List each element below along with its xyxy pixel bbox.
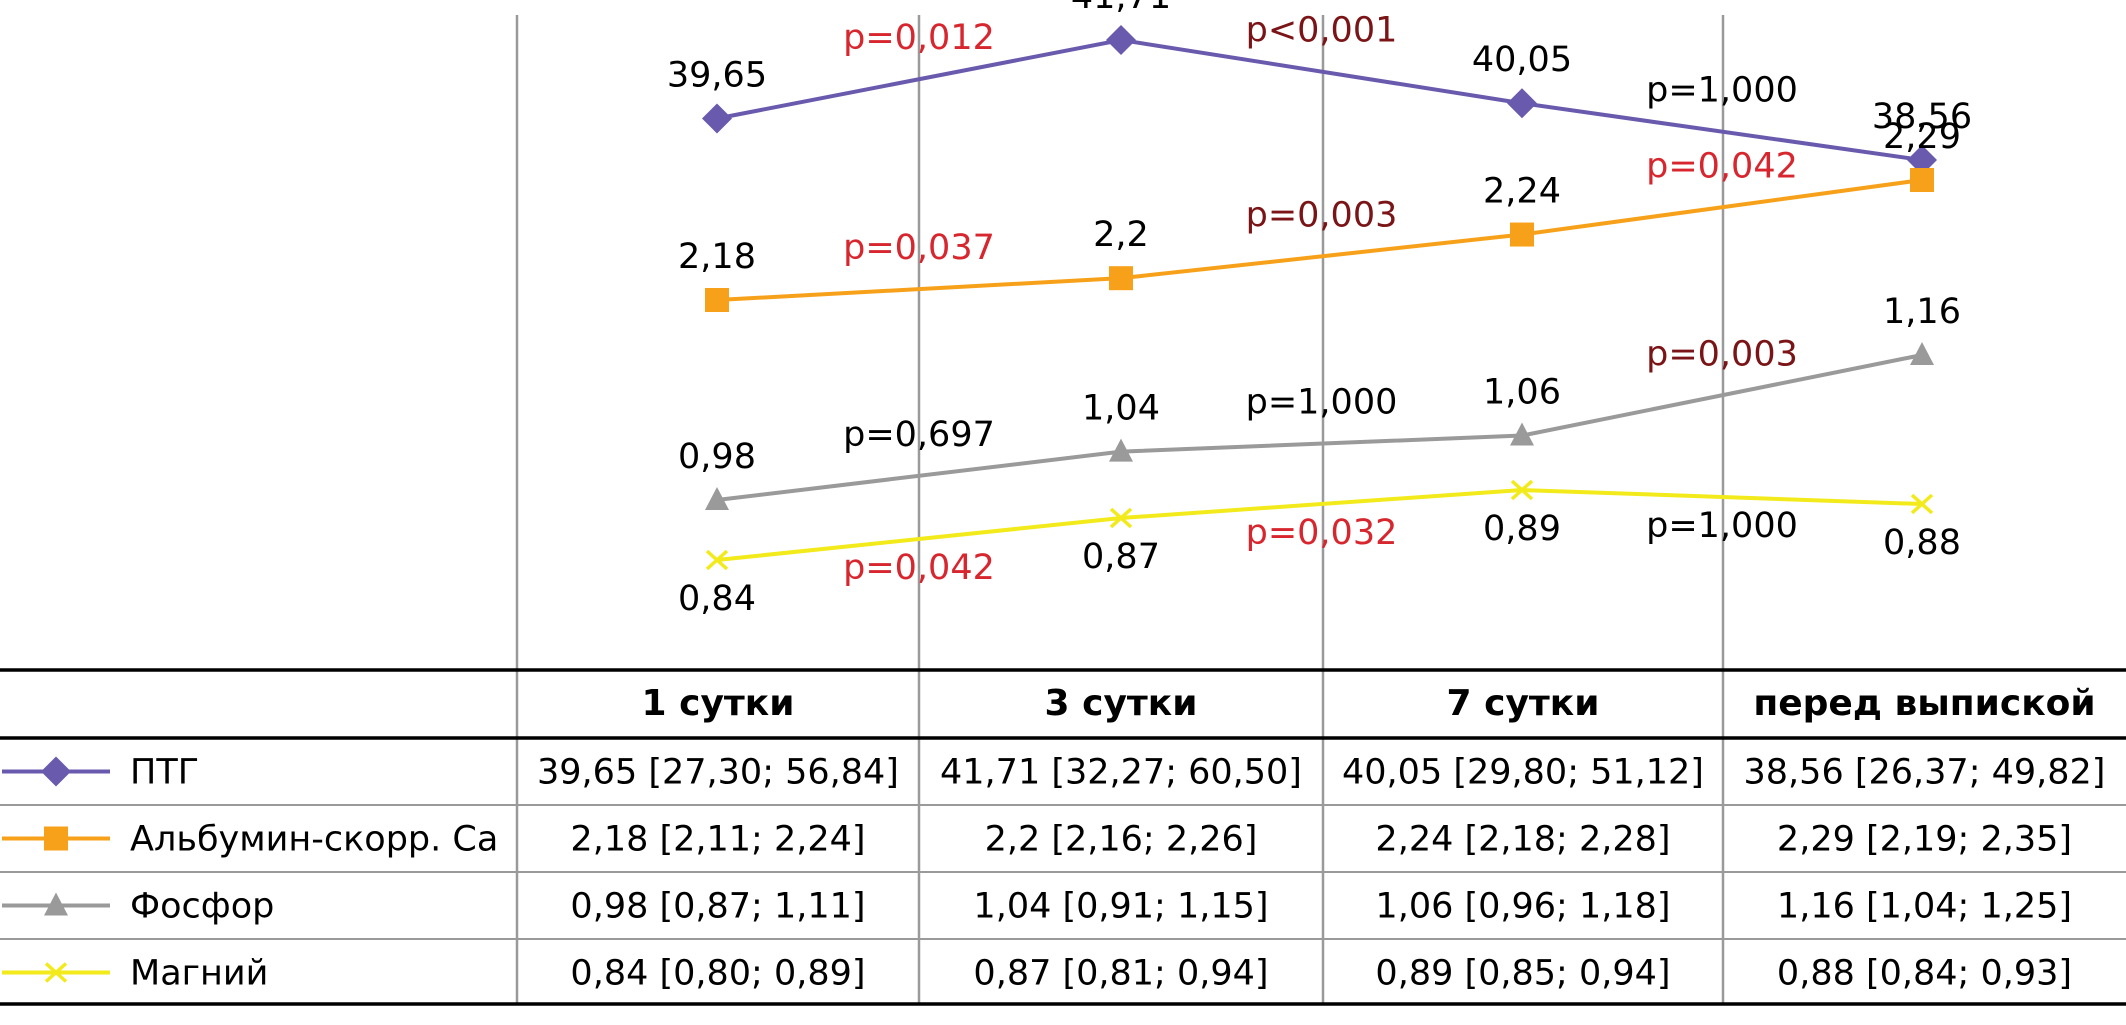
data-table: 1 сутки 3 сутки 7 сутки перед выпиской ПТГ 39… xyxy=(0,668,2126,1006)
point xyxy=(1109,507,1133,529)
table-cell: 2,18 [2,11; 2,24] xyxy=(570,820,865,860)
p-value-label: p=1,000 xyxy=(1646,71,1798,111)
data-label: 2,24 xyxy=(1483,172,1561,212)
table-cell: 0,88 [0,84; 0,93] xyxy=(1777,954,2072,994)
table-cell: 2,29 [2,19; 2,35] xyxy=(1777,820,2072,860)
table-cell: 38,56 [26,37; 49,82] xyxy=(1744,753,2106,793)
tick-label: 1 сутки xyxy=(642,683,795,724)
data-label: 0,88 xyxy=(1883,523,1961,563)
series-line xyxy=(716,178,1923,302)
point xyxy=(44,892,68,916)
data-label: 2,18 xyxy=(678,237,756,277)
point xyxy=(1109,266,1133,291)
point xyxy=(1910,168,1934,192)
tick-label: перед выпиской xyxy=(1753,683,2095,724)
table-cell: 1,06 [0,96; 1,18] xyxy=(1375,887,1670,927)
legend-entry: ПТГ xyxy=(130,753,199,793)
table-cell: 0,98 [0,87; 1,11] xyxy=(570,887,865,927)
point xyxy=(44,962,68,983)
point xyxy=(705,487,729,510)
series-line xyxy=(716,353,1923,502)
labels-layer: 39,65 41,71 40,05 38,56 p=0,012 p<0,001 p=1,00… xyxy=(667,0,1972,619)
point xyxy=(1510,479,1534,501)
table-cell: 0,89 [0,85; 0,94] xyxy=(1375,954,1670,994)
table-cell: 1,04 [0,91; 1,15] xyxy=(973,887,1268,927)
legend-entry: Фосфор xyxy=(130,887,274,927)
table-cell: 41,71 [32,27; 60,50] xyxy=(940,753,1302,793)
p-value-label: p=0,042 xyxy=(843,548,995,588)
tick-label: 7 сутки xyxy=(1447,683,1600,724)
point xyxy=(1507,88,1537,119)
table-cell: 0,84 [0,80; 0,89] xyxy=(570,954,865,994)
data-label: 1,04 xyxy=(1082,389,1160,429)
point xyxy=(702,103,732,134)
legend-entry: Магний xyxy=(130,954,268,994)
point-stroke xyxy=(1910,493,1934,515)
p-value-label: p=0,697 xyxy=(843,415,995,455)
p-value-label: p=0,003 xyxy=(1646,334,1798,374)
legend-entry: Альбумин-скорр. Са xyxy=(130,820,498,860)
point-stroke xyxy=(1109,507,1133,529)
series-line xyxy=(716,37,1923,162)
point-stroke xyxy=(1510,479,1534,501)
series-layer xyxy=(702,25,1937,571)
point-stroke xyxy=(705,549,729,571)
data-label: 2,29 xyxy=(1883,117,1961,157)
point-stroke xyxy=(44,962,68,983)
point xyxy=(1910,342,1934,365)
table-cell: 39,65 [27,30; 56,84] xyxy=(537,753,899,793)
p-value-label: p=0,042 xyxy=(1646,146,1798,186)
data-label: 2,2 xyxy=(1093,215,1149,255)
data-label: 41,71 xyxy=(1071,0,1171,17)
p-value-label: p=0,012 xyxy=(843,18,995,58)
data-label: 1,16 xyxy=(1883,292,1961,332)
series-line xyxy=(716,487,1923,562)
grid-lines xyxy=(515,15,1725,1005)
data-label: 0,87 xyxy=(1082,537,1160,577)
point xyxy=(1510,422,1534,446)
point xyxy=(44,826,68,851)
point xyxy=(705,549,729,571)
point xyxy=(1510,222,1534,247)
point xyxy=(1106,25,1136,55)
p-value-label: p=0,003 xyxy=(1246,195,1398,235)
table-cell: 0,87 [0,81; 0,94] xyxy=(973,954,1268,994)
data-label: 0,98 xyxy=(678,437,756,477)
p-value-label: p=1,000 xyxy=(1646,506,1798,546)
table-cell: 1,16 [1,04; 1,25] xyxy=(1777,887,2072,927)
point xyxy=(1109,438,1133,462)
p-value-label: p<0,001 xyxy=(1246,11,1398,51)
data-label: 39,65 xyxy=(667,55,767,95)
tick-label: 3 сутки xyxy=(1045,683,1198,724)
data-label: 1,06 xyxy=(1483,373,1561,413)
point xyxy=(1910,493,1934,515)
data-label: 40,05 xyxy=(1472,40,1572,80)
point xyxy=(1907,145,1937,175)
p-value-label: p=0,037 xyxy=(843,228,995,268)
table-cell: 2,24 [2,18; 2,28] xyxy=(1375,820,1670,860)
table-cell: 2,2 [2,16; 2,26] xyxy=(985,820,1258,860)
data-label: 38,56 xyxy=(1872,97,1972,137)
point xyxy=(705,288,729,312)
data-label: 0,89 xyxy=(1483,509,1561,549)
point xyxy=(41,756,71,787)
p-value-label: p=1,000 xyxy=(1246,383,1398,423)
table-cell: 40,05 [29,80; 51,12] xyxy=(1342,753,1704,793)
p-value-label: p=0,032 xyxy=(1246,513,1398,553)
data-label: 0,84 xyxy=(678,579,756,619)
